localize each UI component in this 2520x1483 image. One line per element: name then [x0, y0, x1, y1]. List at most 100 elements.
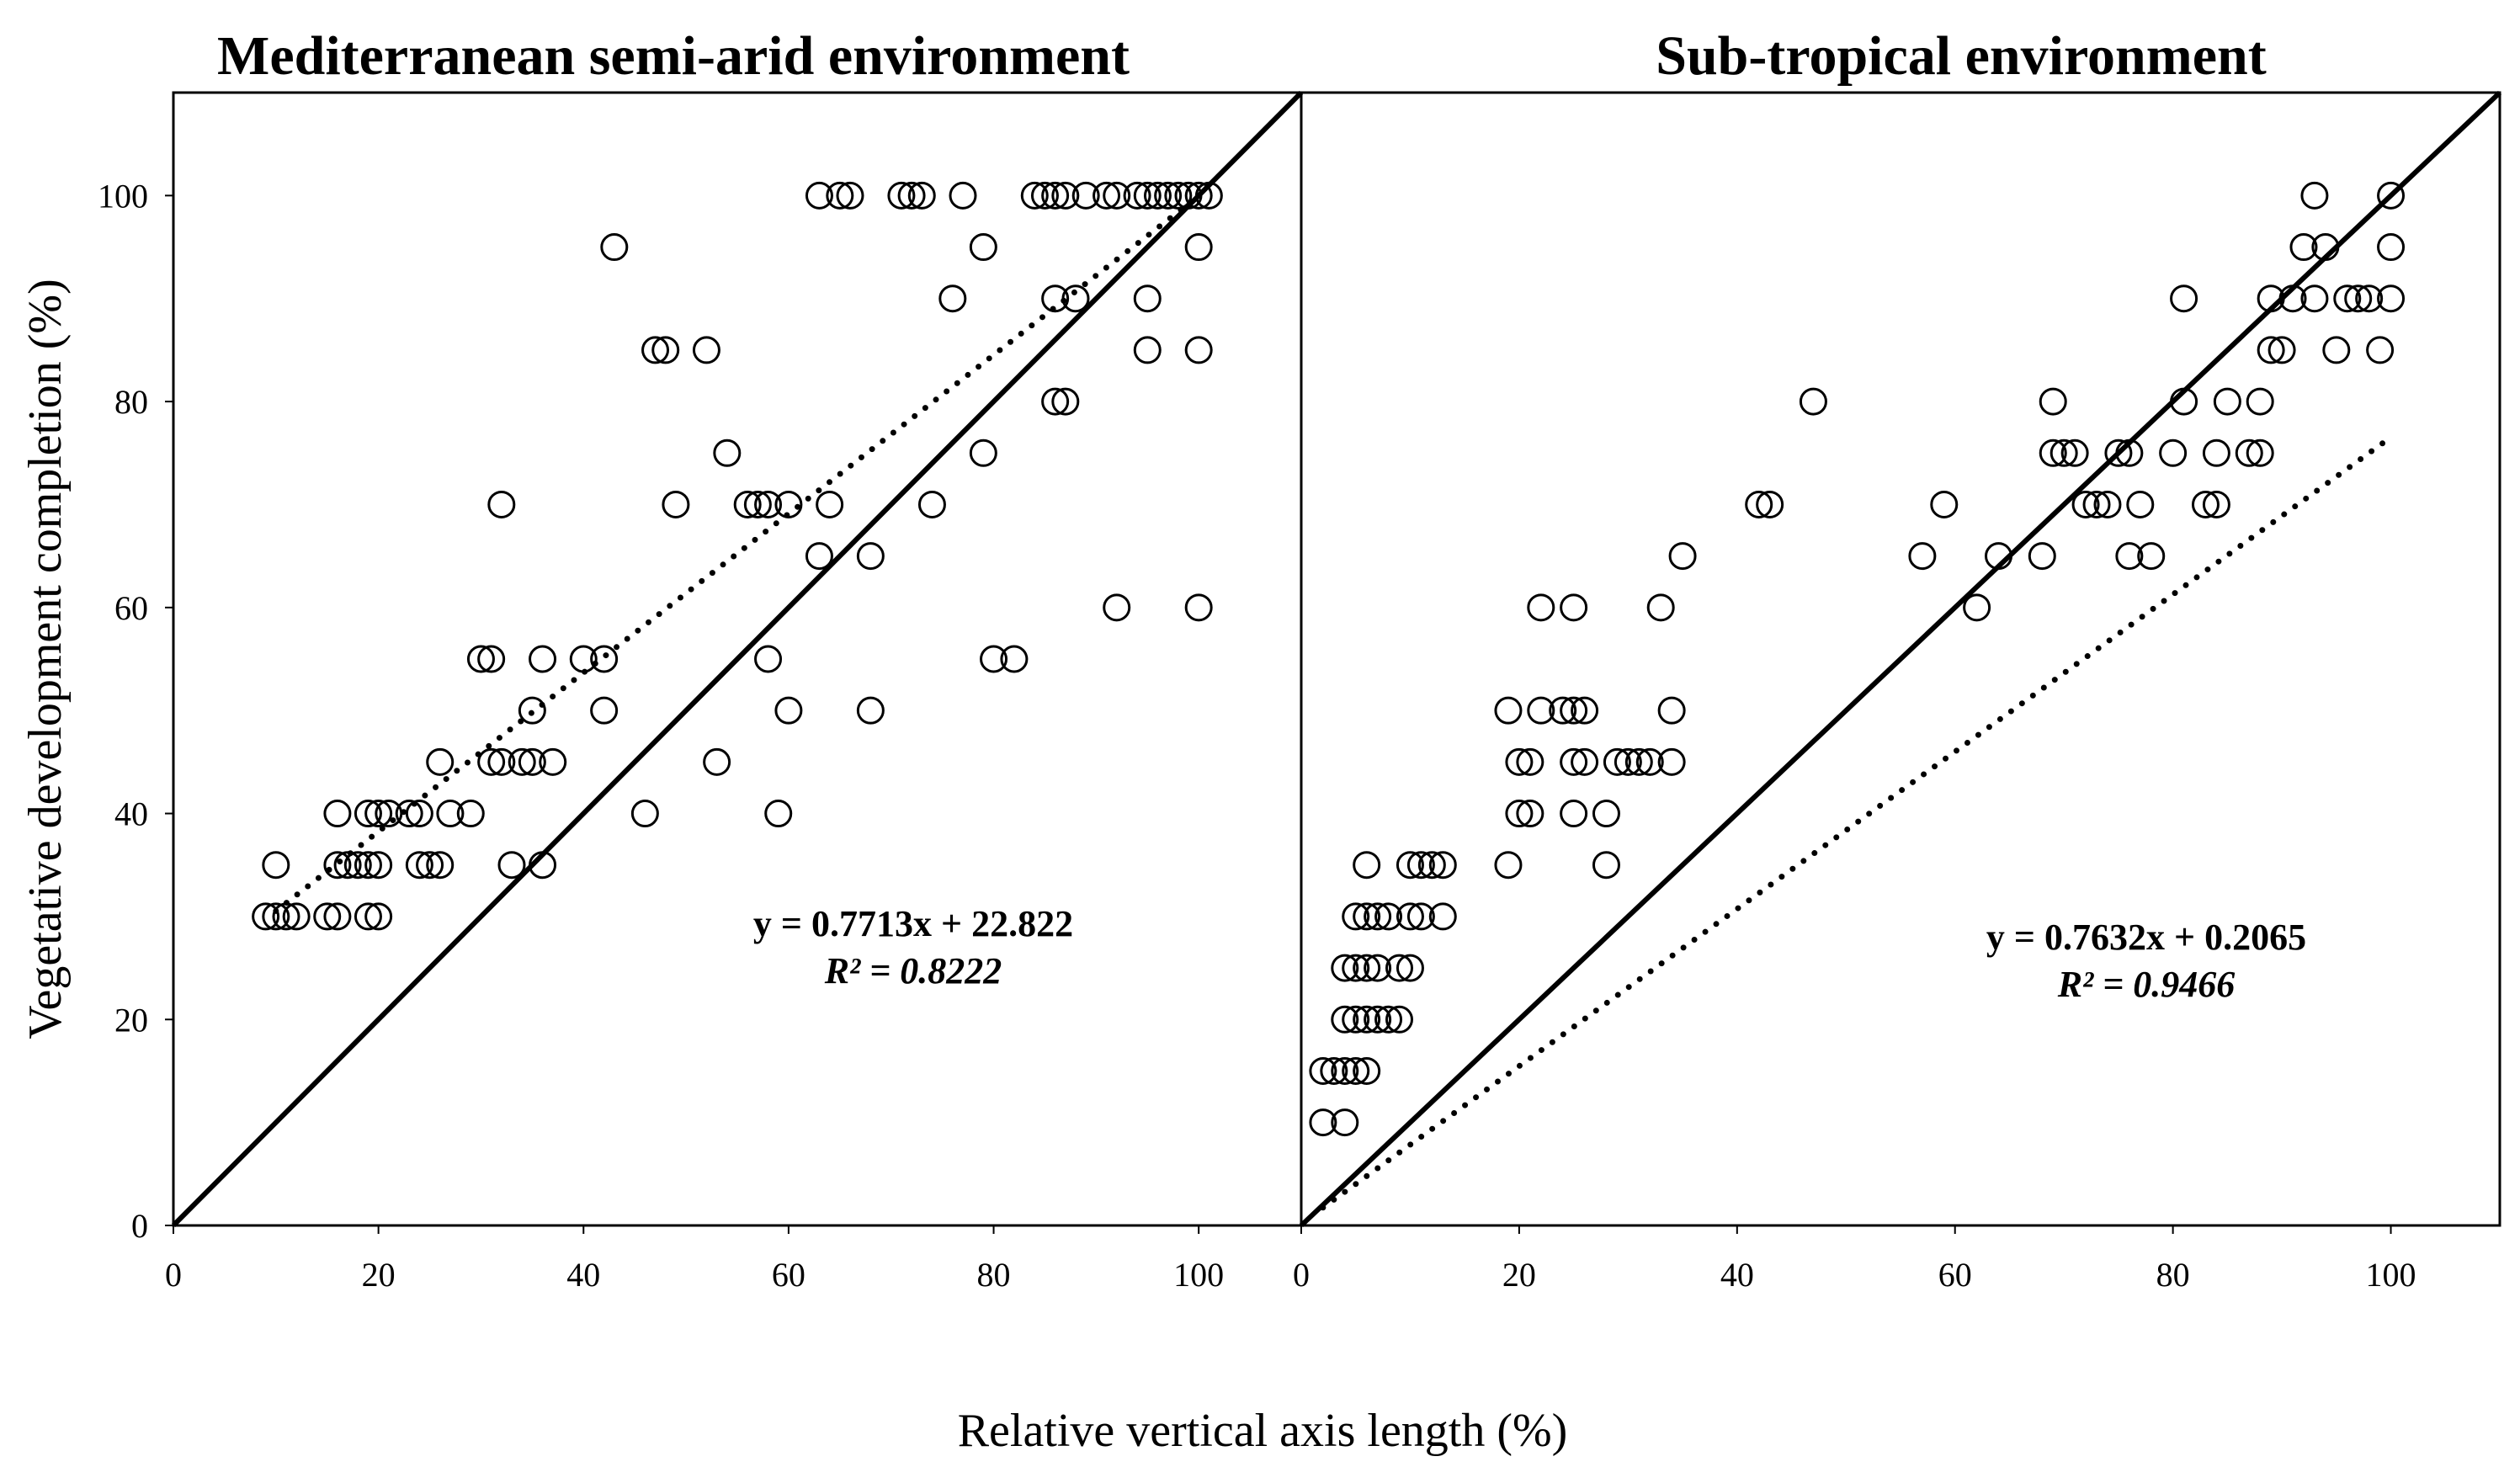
data-point: [375, 800, 403, 828]
x-tick-label: 40: [566, 1256, 600, 1294]
data-point: [1309, 1108, 1337, 1137]
x-tick-label: 0: [165, 1256, 182, 1294]
panel-subtropical: Sub-tropical environment 0 20 40 60 80 100 y …: [1293, 25, 2502, 1294]
x-tick-label: 60: [1938, 1256, 1972, 1294]
data-point: [938, 284, 967, 313]
data-point: [1624, 747, 1653, 776]
data-point: [2257, 336, 2285, 364]
y-tick-label: 20: [114, 1001, 148, 1039]
data-point: [1494, 696, 1523, 725]
data-point: [1396, 902, 1424, 931]
data-point: [2246, 439, 2274, 467]
data-point: [805, 181, 833, 210]
trendline-equation: y = 0.7632x + 0.2065: [1986, 917, 2306, 958]
data-point: [949, 181, 977, 210]
data-point: [2191, 490, 2220, 518]
data-point: [497, 851, 526, 880]
data-point: [456, 800, 485, 828]
data-point: [1364, 1005, 1392, 1034]
data-point: [1560, 800, 1588, 828]
data-point: [2039, 387, 2067, 416]
data-point: [743, 490, 772, 518]
data-point: [416, 851, 444, 880]
data-point: [1985, 542, 2013, 571]
data-point: [754, 490, 783, 518]
data-point: [262, 851, 290, 880]
data-point: [2104, 439, 2133, 467]
data-point: [969, 233, 997, 262]
data-point: [1342, 902, 1370, 931]
data-point: [2377, 181, 2406, 210]
data-point: [1184, 593, 1213, 622]
data-point: [1331, 1056, 1359, 1085]
data-point: [1374, 902, 1403, 931]
data-point: [1133, 284, 1162, 313]
trendline-equation: y = 0.7713x + 22.822: [753, 903, 1073, 944]
data-point: [2202, 490, 2230, 518]
data-point: [2126, 490, 2155, 518]
data-point: [1385, 1005, 1414, 1034]
data-point: [703, 747, 731, 776]
data-point: [1061, 284, 1090, 313]
data-point: [252, 902, 280, 931]
trendline: [273, 193, 1202, 914]
data-point: [1051, 387, 1080, 416]
data-point: [1154, 181, 1183, 210]
data-point: [733, 490, 762, 518]
data-point: [1103, 181, 1131, 210]
data-point: [1428, 851, 1457, 880]
data-point: [1309, 1056, 1337, 1085]
data-point: [2049, 439, 2078, 467]
data-point: [1549, 696, 1577, 725]
data-point: [774, 696, 803, 725]
data-point: [426, 851, 455, 880]
data-point: [887, 181, 916, 210]
data-point: [518, 747, 546, 776]
x-tick-label: 100: [1173, 1256, 1224, 1294]
data-point: [1342, 954, 1370, 982]
data-point: [1646, 593, 1675, 622]
data-point: [2344, 284, 2373, 313]
data-point: [1342, 1005, 1370, 1034]
data-point: [1184, 336, 1213, 364]
data-point: [2333, 284, 2362, 313]
y-tick-label: 60: [114, 589, 148, 627]
data-point: [1342, 1056, 1370, 1085]
data-point: [590, 696, 619, 725]
data-point: [1184, 181, 1213, 210]
data-point: [2202, 439, 2230, 467]
data-point: [1374, 1005, 1403, 1034]
data-point: [856, 542, 885, 571]
data-point: [323, 902, 352, 931]
one-to-one-line: [1299, 90, 2502, 1228]
data-point: [2366, 336, 2395, 364]
data-point: [630, 800, 659, 828]
data-point: [2115, 542, 2144, 571]
data-point: [354, 851, 382, 880]
data-point: [2039, 439, 2067, 467]
data-point: [1093, 181, 1121, 210]
data-point: [1385, 954, 1414, 982]
data-point: [1041, 181, 1070, 210]
data-point: [426, 747, 455, 776]
data-point: [1516, 800, 1544, 828]
data-point: [1071, 181, 1100, 210]
data-point: [2093, 490, 2122, 518]
data-point: [354, 800, 382, 828]
data-point: [1364, 954, 1392, 982]
data-point: [2355, 284, 2384, 313]
data-point: [2278, 284, 2307, 313]
data-point: [1603, 747, 1631, 776]
data-point: [2267, 336, 2296, 364]
data-point: [1000, 645, 1029, 673]
data-point: [2159, 439, 2188, 467]
data-point: [333, 851, 362, 880]
data-point: [323, 800, 352, 828]
data-point: [2213, 387, 2241, 416]
chart-title: Sub-tropical environment: [1656, 25, 2266, 87]
y-tick-label: 0: [131, 1207, 148, 1245]
data-point: [354, 902, 382, 931]
x-tick-label: 100: [2366, 1256, 2416, 1294]
data-point: [2170, 284, 2198, 313]
data-point: [2300, 181, 2329, 210]
